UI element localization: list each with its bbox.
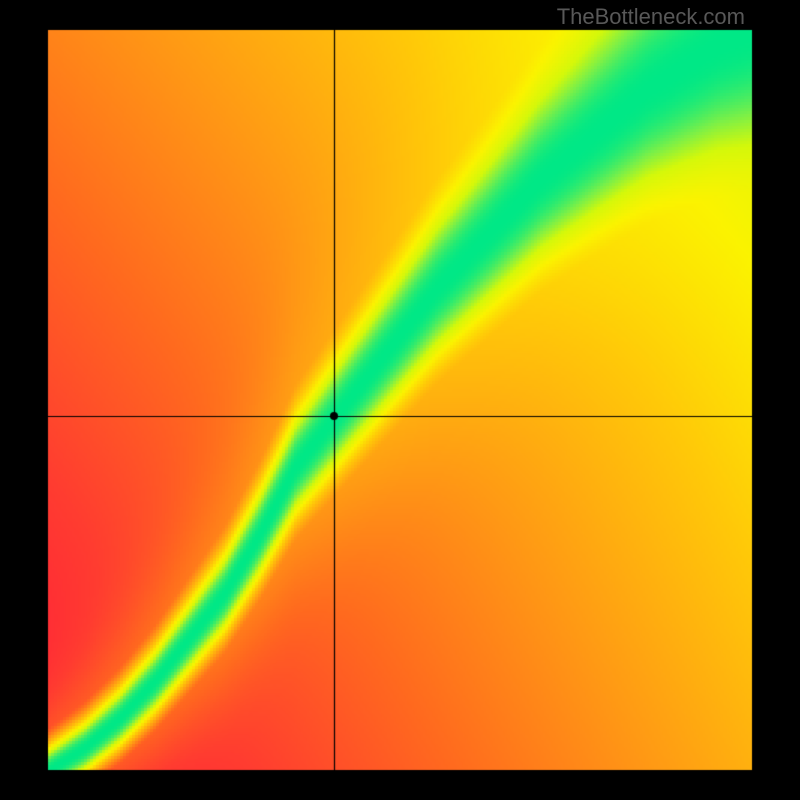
heatmap-canvas bbox=[0, 0, 800, 800]
watermark: TheBottleneck.com bbox=[557, 4, 745, 30]
chart-container: TheBottleneck.com bbox=[0, 0, 800, 800]
